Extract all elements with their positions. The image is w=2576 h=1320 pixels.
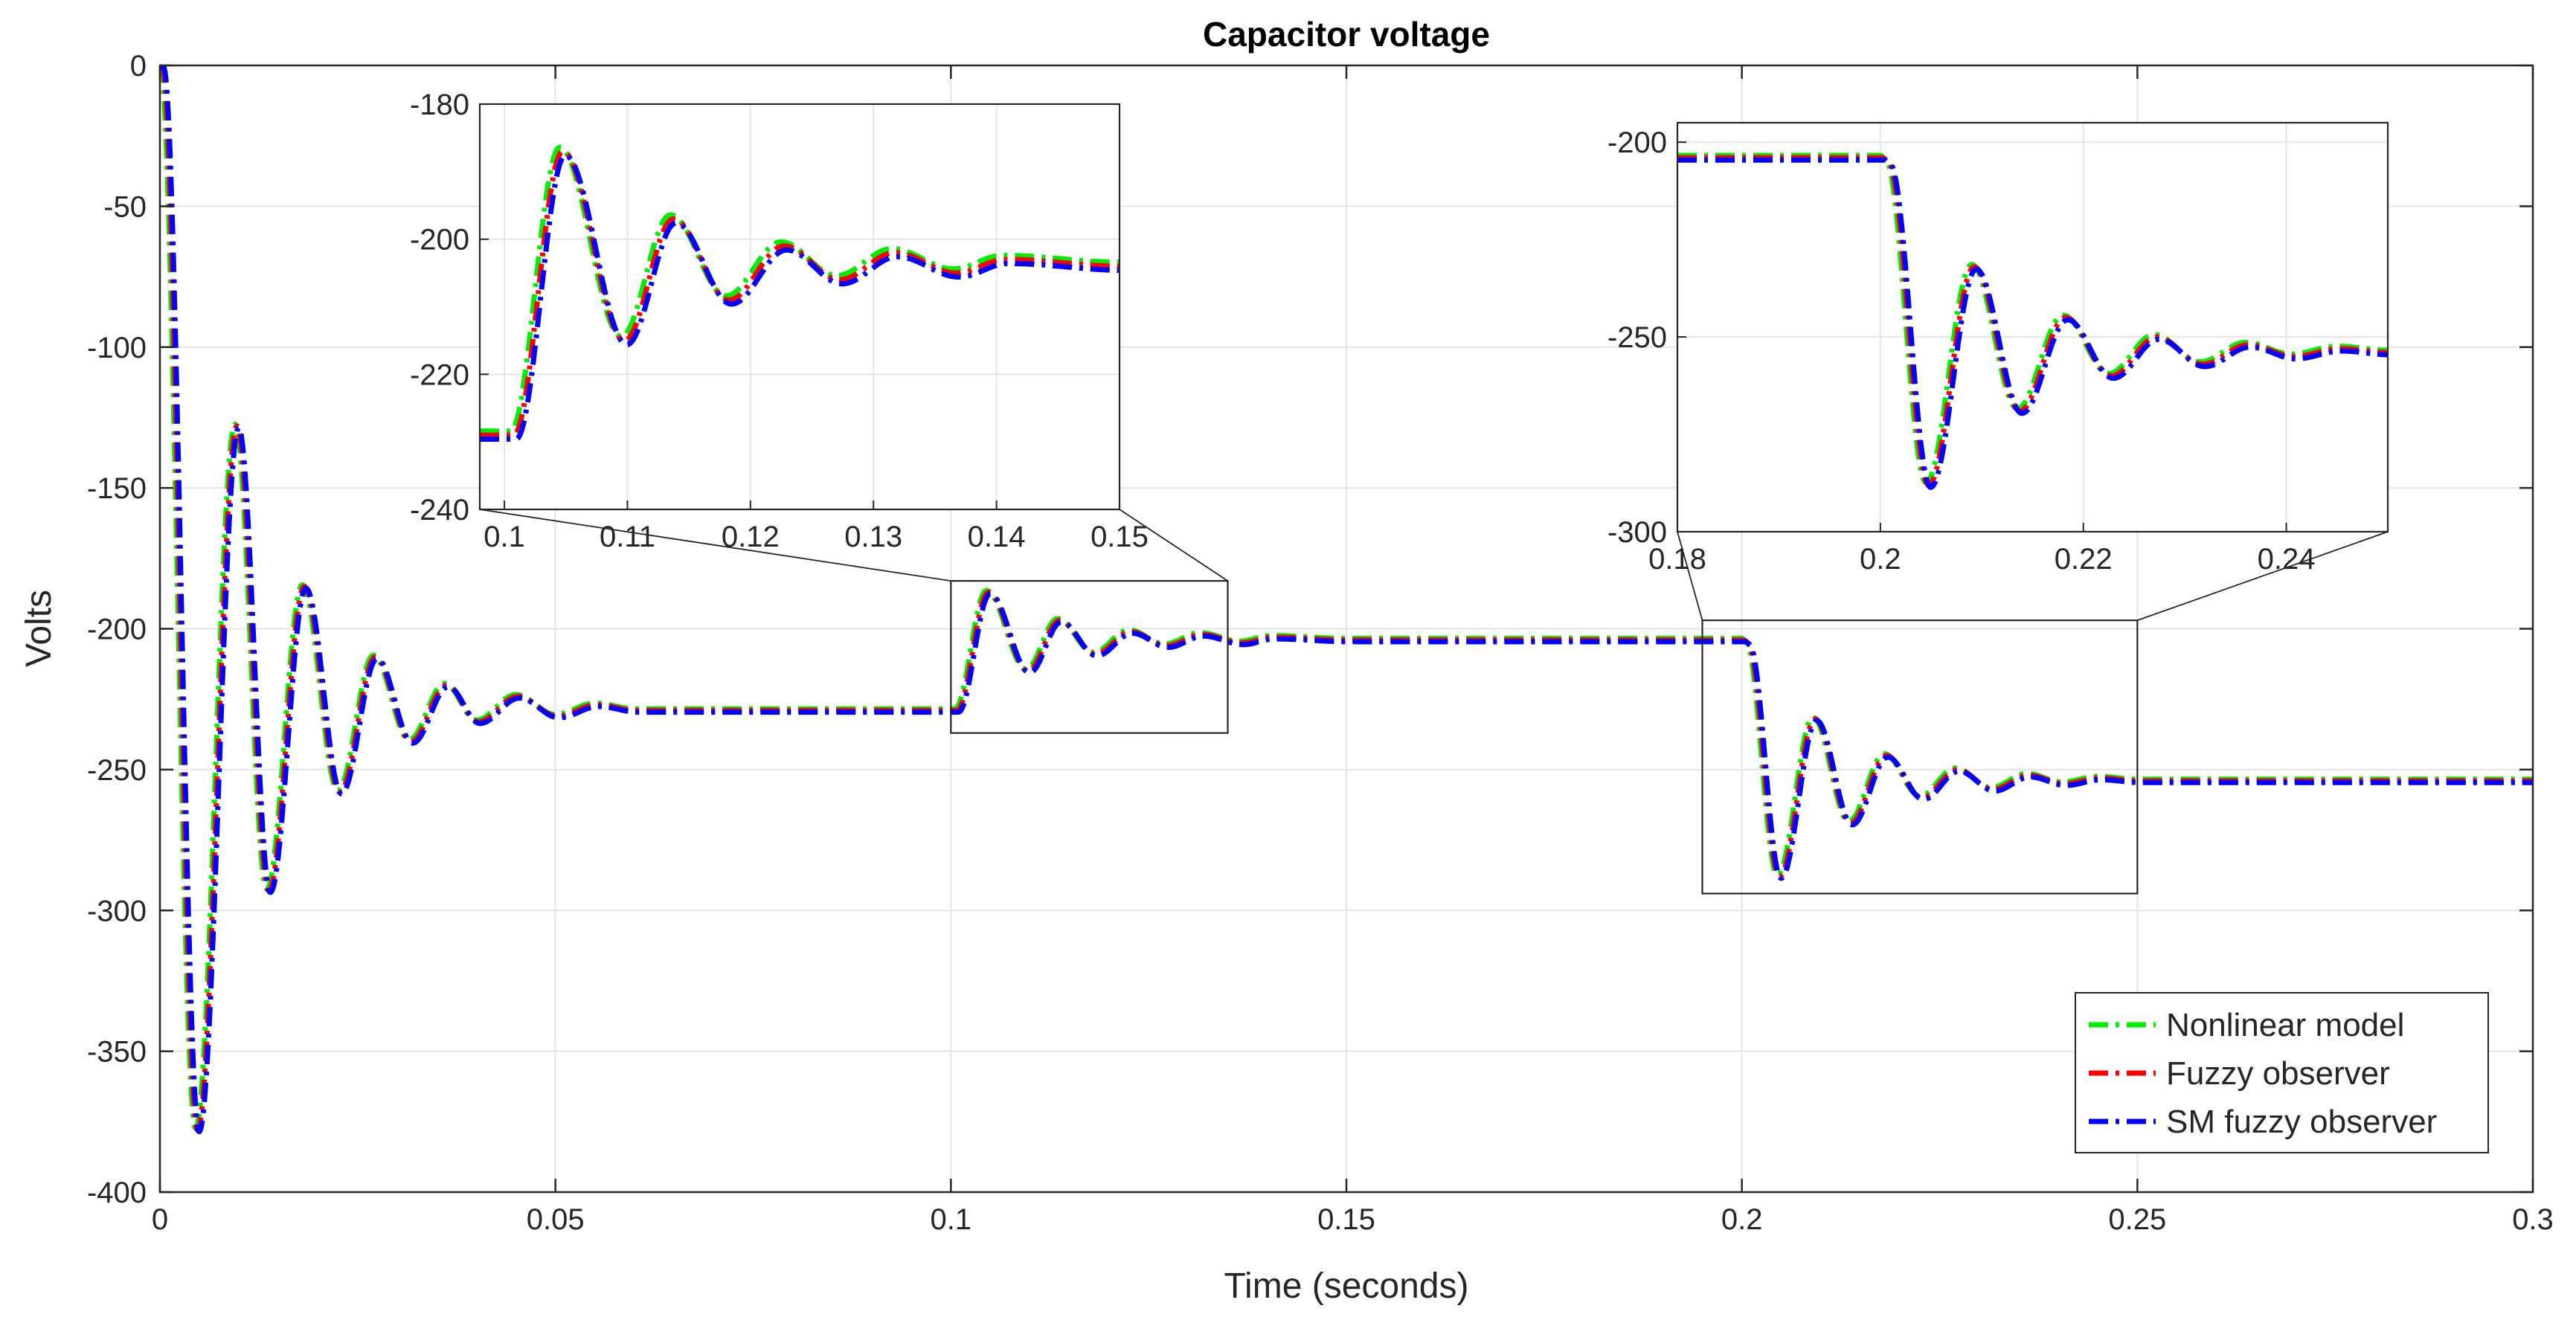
x-tick-label: 0.3	[2512, 1203, 2554, 1236]
y-tick-label: -300	[87, 895, 147, 927]
inset-x-tick-label: 0.24	[2258, 543, 2316, 576]
zoom-region-box	[1701, 619, 2139, 895]
zoom-connector-line	[2137, 531, 2389, 621]
chart-title: Capacitor voltage	[1203, 15, 1490, 54]
x-tick-label: 0	[152, 1203, 168, 1236]
inset-x-tick-label: 0.13	[844, 521, 902, 553]
inset-x-tick-label: 0.15	[1091, 521, 1149, 553]
inset-plot-area	[480, 104, 1120, 509]
inset-series-line-sm-fuzzy-observer	[1677, 157, 2388, 490]
inset-x-tick-label: 0.22	[2055, 543, 2113, 576]
inset-frame	[1676, 121, 2389, 533]
y-tick-label: -400	[87, 1176, 147, 1209]
inset-y-tick-label: -240	[410, 494, 469, 527]
inset-plot-area	[1677, 123, 2388, 532]
inset-y-tick-label: -200	[1607, 126, 1667, 159]
legend: Nonlinear model Fuzzy observer SM fuzzy …	[2075, 992, 2489, 1153]
main-axis-ticks: 0 0.05 0.1 0.15 0.2 0.25 0.3 0 -50 -100 -150 -200 -2…	[87, 50, 2554, 1236]
legend-label-nonlinear-model: Nonlinear model	[2166, 1007, 2404, 1043]
inset-x-tick-label: 0.2	[1860, 543, 1901, 576]
inset-series-line-nonlinear-model	[480, 144, 1120, 434]
inset-zoom-2: 0.18 0.2 0.22 0.24 -200 -250 -300	[1607, 121, 2389, 576]
x-tick-label: 0.05	[527, 1203, 585, 1236]
inset-series-group	[480, 144, 1120, 442]
x-tick-label: 0.25	[2108, 1203, 2166, 1236]
x-tick-label: 0.1	[931, 1203, 972, 1236]
inset-frame	[478, 103, 1121, 511]
zoom-connector-line	[1119, 509, 1228, 582]
y-tick-label: -50	[103, 190, 147, 223]
y-tick-label: -200	[87, 614, 147, 646]
inset-x-tick-label: 0.18	[1648, 543, 1706, 576]
zoom-region-box	[950, 580, 1229, 734]
y-tick-label: -150	[87, 472, 147, 505]
inset-x-tick-label: 0.14	[968, 521, 1026, 553]
y-tick-label: -250	[87, 754, 147, 787]
inset-y-tick-label: -220	[410, 358, 469, 391]
inset-series-line-sm-fuzzy-observer	[480, 152, 1120, 442]
x-axis-label: Time (seconds)	[1224, 1266, 1469, 1306]
x-tick-label: 0.2	[1721, 1203, 1763, 1236]
inset-zoom-1: 0.1 0.11 0.12 0.13 0.14 0.15 -180 -200 -220 -240	[410, 88, 1149, 553]
legend-label-sm-fuzzy-observer: SM fuzzy observer	[2166, 1104, 2437, 1140]
y-axis-label: Volts	[19, 590, 59, 667]
inset-x-tick-label: 0.11	[600, 521, 655, 553]
zoom-connector-line	[1677, 531, 1703, 621]
y-tick-label: -100	[87, 332, 147, 364]
legend-label-fuzzy-observer: Fuzzy observer	[2166, 1055, 2390, 1092]
inset-y-tick-label: -200	[410, 224, 469, 257]
inset-y-tick-label: -180	[410, 88, 469, 121]
inset-series-group	[1677, 152, 2388, 490]
y-tick-label: -350	[87, 1036, 147, 1069]
inset-y-tick-label: -250	[1607, 321, 1667, 354]
x-tick-label: 0.15	[1317, 1203, 1375, 1236]
y-tick-label: 0	[130, 50, 147, 83]
zoom-indicators	[479, 509, 2389, 895]
zoom-connector-line	[479, 509, 951, 582]
inset-x-tick-label: 0.12	[722, 521, 780, 553]
inset-y-tick-label: -300	[1607, 516, 1667, 549]
inset-x-tick-label: 0.1	[484, 521, 525, 553]
